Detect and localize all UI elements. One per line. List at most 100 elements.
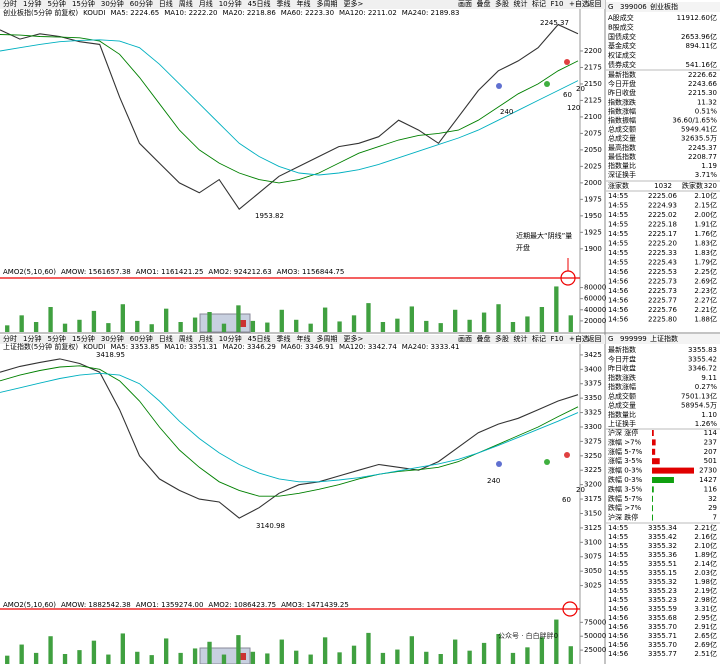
toolbar-tool[interactable]: F10: [551, 335, 564, 343]
toolbar-tab[interactable]: 5分钟: [47, 334, 65, 343]
ball-icon: [496, 461, 502, 467]
toolbar-tab[interactable]: 周线: [179, 0, 193, 8]
toolbar-tab[interactable]: 45日线: [248, 0, 271, 8]
toolbar-tool[interactable]: 返回: [588, 0, 602, 8]
toolbar-tab[interactable]: 60分钟: [130, 334, 153, 343]
tick-time: 14:55: [608, 596, 628, 604]
volume-bar: [192, 648, 198, 664]
toolbar-tab[interactable]: 月线: [199, 334, 213, 343]
row-value: 32635.5万: [681, 135, 717, 143]
volume-bar: [308, 323, 313, 332]
row-label: 基金成交: [608, 41, 636, 50]
toolbar-tab[interactable]: 15分钟: [72, 0, 95, 8]
toolbar-tab[interactable]: 多周期: [317, 334, 338, 343]
toolbar-tool[interactable]: 画面: [458, 0, 472, 8]
toolbar-tab[interactable]: 1分钟: [23, 0, 41, 8]
row-label: 指数涨幅: [608, 382, 636, 391]
breadth-value: 501: [704, 457, 717, 465]
volume-bar: [192, 317, 198, 332]
y-tick-label: 2025: [584, 162, 602, 170]
toolbar-tool[interactable]: +自选: [569, 334, 589, 343]
row-label: 最高指数: [608, 143, 636, 152]
toolbar-tool[interactable]: 叠盘: [477, 334, 491, 343]
toolbar-tool[interactable]: 画面: [458, 335, 472, 343]
toolbar-tool[interactable]: 叠盘: [477, 0, 491, 8]
toolbar-tab[interactable]: 分时: [3, 334, 17, 343]
toolbar-tab[interactable]: 日线: [159, 334, 173, 343]
breadth-value: 2730: [699, 467, 717, 475]
breadth-value: 114: [704, 429, 718, 437]
breadth-bar: [652, 505, 653, 512]
y-tick-label: 3025: [584, 582, 602, 590]
legend-item: AMO2: 924212.63: [208, 268, 271, 276]
row-label: 权证成交: [608, 51, 636, 60]
toolbar-tab[interactable]: 季线: [277, 0, 291, 8]
toolbar-tab[interactable]: 分时: [3, 0, 17, 8]
tick-price: 2225.73: [648, 278, 677, 286]
toolbar-tab[interactable]: 年线: [297, 334, 311, 343]
volume-bar: [424, 651, 429, 664]
toolbar-tab[interactable]: 月线: [199, 0, 213, 8]
toolbar-tab[interactable]: 周线: [179, 334, 193, 343]
row-value: 2245.37: [688, 144, 717, 152]
close-icon[interactable]: [238, 653, 246, 660]
volume-bar: [453, 639, 458, 664]
toolbar-tab[interactable]: 30分钟: [101, 334, 124, 343]
ball-icon: [564, 452, 570, 458]
breadth-value: 29: [708, 504, 717, 512]
toolbar-tool[interactable]: 多股: [495, 334, 509, 343]
toolbar: [0, 335, 605, 344]
tick-price: 2225.06: [648, 192, 677, 200]
tick-price: 2225.02: [648, 211, 677, 219]
toolbar-tab[interactable]: 30分钟: [101, 0, 124, 8]
tick-time: 14:55: [608, 230, 628, 238]
toolbar-tool[interactable]: F10: [551, 0, 564, 8]
close-icon[interactable]: [238, 320, 246, 327]
breadth-bar: [652, 430, 654, 436]
tick-volume: 2.27亿: [694, 296, 717, 305]
toolbar-tab[interactable]: 1分钟: [23, 334, 41, 343]
toolbar-tab[interactable]: 10分钟: [219, 334, 242, 343]
toolbar-tool[interactable]: 标记: [532, 334, 546, 343]
toolbar-tab[interactable]: 5分钟: [47, 0, 65, 8]
toolbar-tab[interactable]: 年线: [297, 0, 311, 8]
toolbar-tab[interactable]: 15分钟: [72, 334, 95, 343]
y-tick-label: 2075: [584, 129, 602, 137]
volume-bar: [221, 323, 227, 332]
breadth-label: 沪深 跌停: [608, 513, 638, 522]
price-line: [0, 372, 579, 483]
toolbar-tab[interactable]: 日线: [159, 0, 173, 8]
y-tick-label: 3400: [584, 365, 602, 373]
toolbar-tool[interactable]: 统计: [514, 334, 528, 343]
toolbar-tab[interactable]: 季线: [277, 334, 291, 343]
toolbar-tab[interactable]: 10分钟: [219, 0, 242, 8]
row-label: 上证换手: [608, 419, 636, 428]
toolbar-tool[interactable]: +自选: [569, 0, 589, 8]
volume-bar: [453, 309, 458, 332]
row-label: 总成交额: [608, 391, 636, 400]
row-label: 指数涨幅: [608, 106, 636, 115]
toolbar-tab[interactable]: 45日线: [248, 334, 271, 343]
breadth-bar: [652, 439, 656, 446]
volume-bar: [207, 641, 212, 664]
toolbar-tab[interactable]: 多周期: [317, 0, 338, 8]
row-value: 5949.41亿: [681, 125, 717, 134]
legend-item: MA240: 2189.83: [402, 9, 460, 17]
toolbar-tool[interactable]: 统计: [514, 0, 528, 8]
toolbar-tab[interactable]: 更多>: [344, 334, 364, 343]
tick-price: 3355.70: [648, 623, 677, 631]
annotation: 1953.82: [255, 212, 284, 220]
breadth-value: 116: [704, 485, 718, 493]
toolbar-tab[interactable]: 更多>: [344, 0, 364, 8]
breadth-value: 1427: [699, 476, 717, 484]
annotation: 3140.98: [256, 522, 285, 530]
toolbar-tool[interactable]: 多股: [495, 0, 509, 8]
annotation: 20: [576, 85, 585, 93]
toolbar-tool[interactable]: 返回: [588, 335, 602, 343]
toolbar-tool[interactable]: 标记: [532, 0, 546, 8]
row-value: 9.11: [701, 374, 717, 382]
row-label: 最新指数: [608, 70, 636, 79]
volume-bar: [496, 304, 501, 332]
y-tick-label: 2100: [584, 113, 602, 121]
toolbar-tab[interactable]: 60分钟: [130, 0, 153, 8]
